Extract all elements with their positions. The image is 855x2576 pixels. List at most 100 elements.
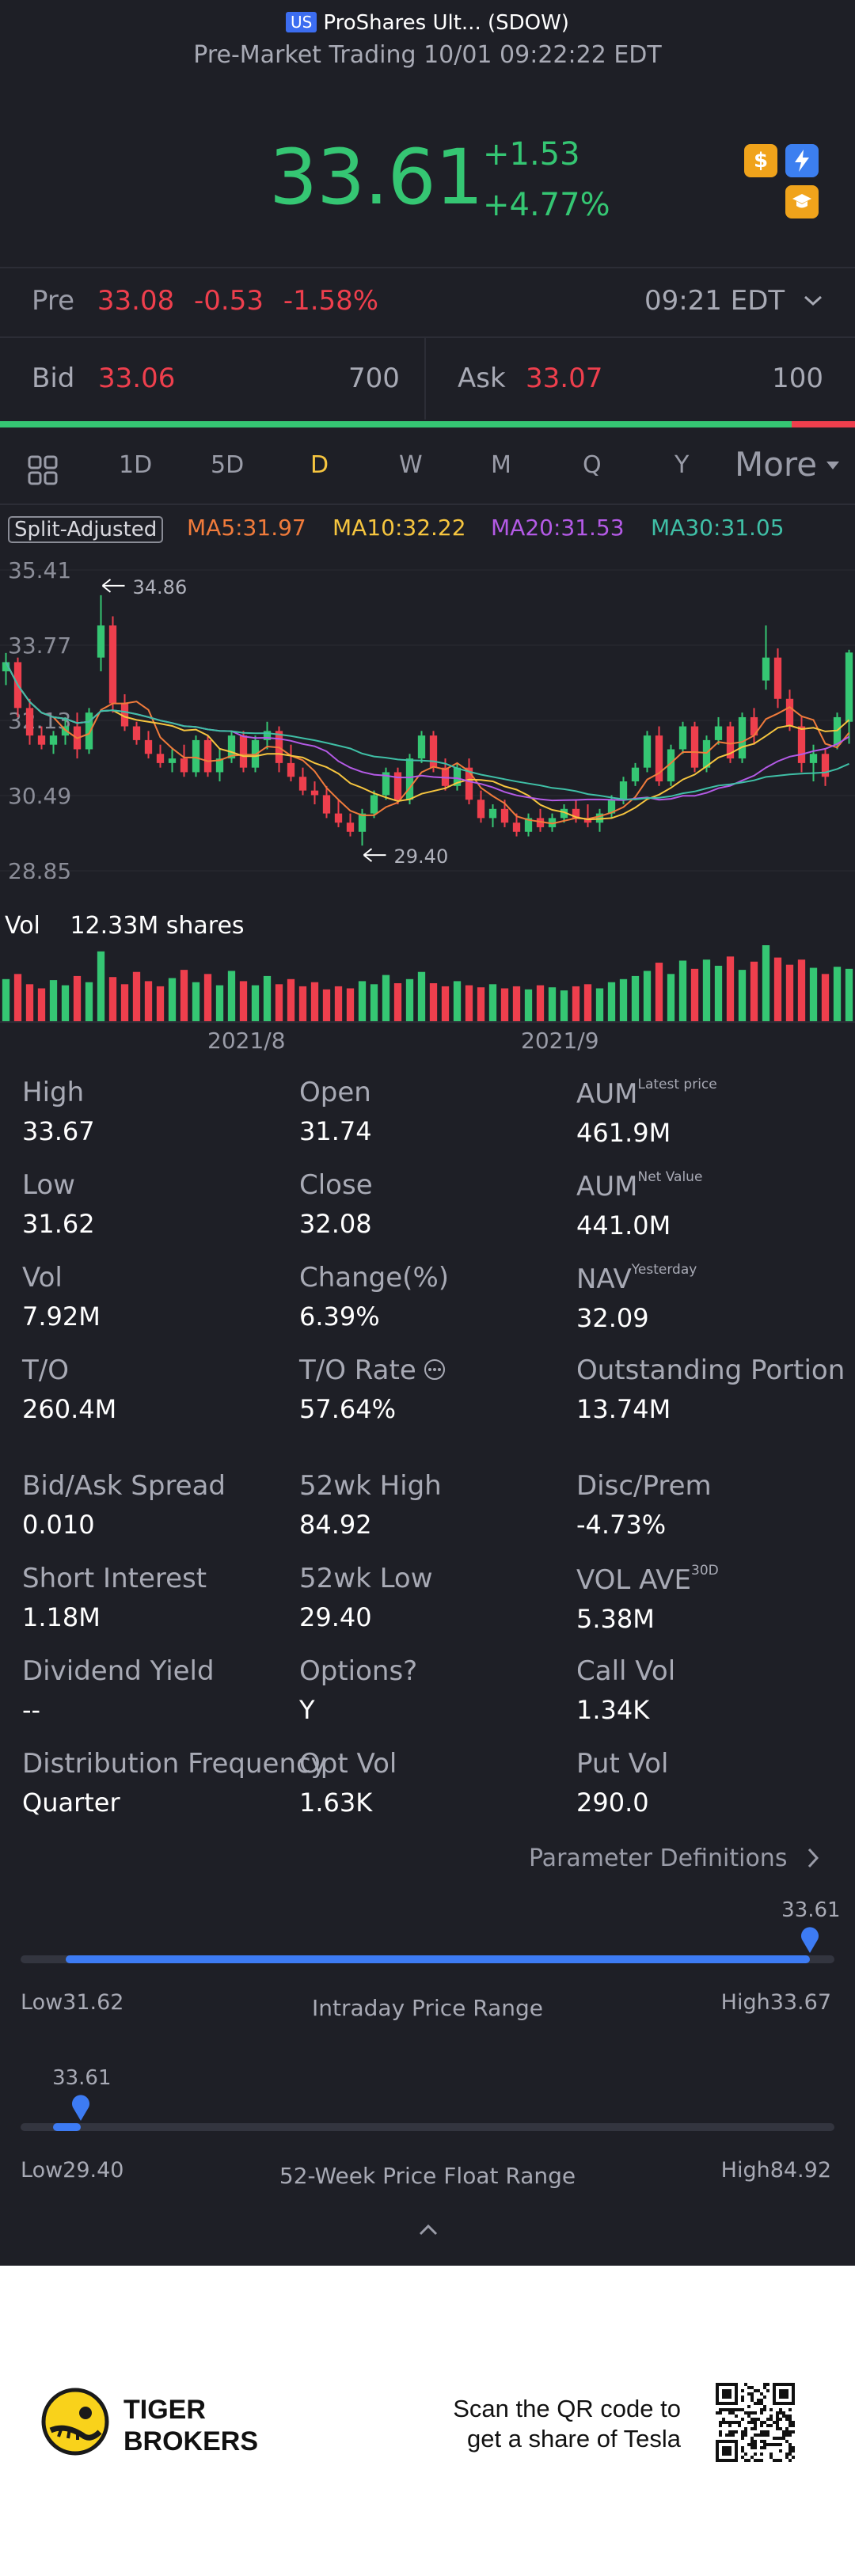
more-info-icon[interactable] <box>423 1358 446 1381</box>
qr-module <box>741 2446 744 2449</box>
volume-bar <box>785 964 794 1021</box>
qr-module <box>747 2405 750 2408</box>
candle-body <box>382 772 390 796</box>
week52-title: 52-Week Price Float Range <box>279 2163 576 2189</box>
stat-label-text: Put Vol <box>576 1748 669 1780</box>
qr-module <box>744 2430 747 2434</box>
qr-module <box>785 2418 788 2421</box>
volume-bar <box>465 985 473 1021</box>
candle-body <box>548 818 557 827</box>
qr-module <box>738 2424 741 2427</box>
qr-finder <box>773 2383 776 2405</box>
tab-5d[interactable]: 5D <box>211 451 245 479</box>
x-label-aug: 2021/8 <box>207 1028 286 1054</box>
stat-label-text: Vol <box>22 1262 63 1294</box>
qr-module <box>766 2443 770 2446</box>
candle-body <box>49 735 58 745</box>
pre-market-row: Pre 33.08 -0.53 -1.58% <box>32 285 378 317</box>
volume-bar <box>500 988 509 1021</box>
qr-module <box>788 2430 792 2434</box>
qr-module <box>788 2449 792 2453</box>
candle-body <box>429 735 438 768</box>
brand-line2: BROKERS <box>124 2426 259 2456</box>
volume-bar <box>536 985 545 1021</box>
qr-module <box>788 2415 792 2418</box>
pre-label: Pre <box>32 285 75 317</box>
lightning-icon[interactable] <box>785 144 819 177</box>
stat-value: 6.39% <box>299 1301 380 1332</box>
bid-quantity: 700 <box>348 363 400 394</box>
tab-m[interactable]: M <box>491 451 511 479</box>
stat-label-text: 52wk Low <box>299 1563 433 1594</box>
week52-range-track <box>21 2123 834 2131</box>
stat-label: Put Vol <box>576 1748 668 1780</box>
qr-module <box>754 2446 757 2449</box>
candle-body <box>322 795 331 814</box>
stat-label-superscript: Yesterday <box>631 1262 697 1278</box>
qr-module <box>760 2408 763 2411</box>
volume-bar <box>298 986 307 1021</box>
qr-finder <box>716 2383 719 2405</box>
stat-value: 5.38M <box>576 1604 655 1634</box>
volume-bar <box>619 978 628 1021</box>
qr-module <box>760 2421 763 2424</box>
tab-w[interactable]: W <box>399 451 423 479</box>
stat-value: 7.92M <box>22 1301 101 1332</box>
volume-bar <box>180 970 188 1021</box>
candle-body <box>298 777 307 791</box>
pre-time-dropdown[interactable]: 09:21 EDT <box>644 285 823 317</box>
volume-bar <box>548 987 557 1021</box>
pre-change-pct: -1.58% <box>283 285 379 317</box>
stat-value: 1.18M <box>22 1602 101 1632</box>
qr-module <box>750 2440 754 2443</box>
candle-body <box>773 657 782 699</box>
stat-label: T/O <box>22 1354 116 1386</box>
collapse-chevron-up-icon[interactable] <box>418 2223 439 2237</box>
stat-label-text: Call Vol <box>576 1655 676 1687</box>
tab-1d[interactable]: 1D <box>119 451 153 479</box>
volume-bar <box>263 975 272 1021</box>
qr-finder <box>716 2383 738 2386</box>
candle-body <box>845 652 853 722</box>
param-link-text: Parameter Definitions <box>528 1845 788 1872</box>
volume-bar <box>2 978 10 1021</box>
scan-line1: Scan the QR code to <box>453 2395 681 2422</box>
ma10-label: MA10:32.22 <box>332 515 466 541</box>
qr-module <box>766 2389 770 2392</box>
week52-low: Low29.40 <box>21 2158 124 2183</box>
qr-module <box>760 2399 763 2402</box>
volume-bar <box>583 984 592 1021</box>
tab-more[interactable]: More <box>735 445 841 484</box>
stat-label-text: High <box>22 1077 85 1108</box>
stat-label-text: Dividend Yield <box>22 1655 215 1687</box>
tab-d[interactable]: D <box>310 451 329 479</box>
candle-body <box>667 749 675 782</box>
x-label-sep: 2021/9 <box>521 1028 599 1054</box>
y-tick-label: 28.85 <box>8 858 71 879</box>
y-tick-label: 30.49 <box>8 783 71 809</box>
qr-module <box>741 2396 744 2399</box>
stat-value: 260.4M <box>22 1394 117 1424</box>
tab-y[interactable]: Y <box>674 451 690 479</box>
qr-module <box>735 2415 738 2418</box>
week52-current-value: 33.61 <box>52 2066 112 2090</box>
candle-body <box>750 716 758 736</box>
qr-finder <box>716 2402 738 2405</box>
qr-module <box>760 2402 763 2405</box>
grid-icon[interactable] <box>27 454 59 486</box>
volume-bar <box>631 975 640 1021</box>
dollar-icon[interactable]: $ <box>744 144 777 177</box>
qr-module <box>757 2389 760 2392</box>
promo-footer <box>0 2266 855 2576</box>
stat-cell[interactable]: T/O Rate 57.64% <box>299 1354 446 1424</box>
parameter-definitions-link[interactable]: Parameter Definitions <box>529 1845 820 1872</box>
candle-body <box>120 703 129 727</box>
volume-bar <box>738 970 747 1021</box>
qr-module <box>770 2424 773 2427</box>
qr-module <box>728 2421 732 2424</box>
split-adjusted-toggle[interactable]: Split-Adjusted <box>8 516 164 543</box>
graduation-cap-icon[interactable] <box>785 185 819 218</box>
tab-q[interactable]: Q <box>583 451 602 479</box>
volume-bar <box>215 985 224 1021</box>
